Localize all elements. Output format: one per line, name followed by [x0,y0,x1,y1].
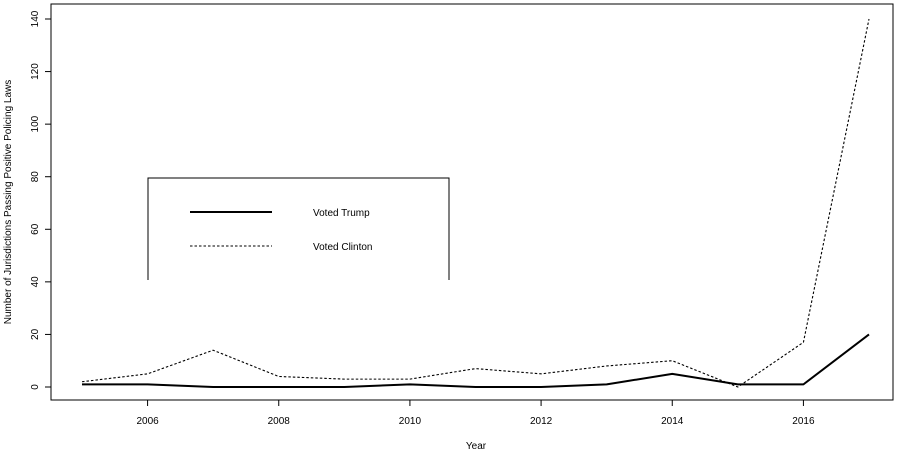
series-line-voted-trump [82,333,870,388]
y-axis: 0 20 40 60 80 100 120 140 [30,10,51,390]
series-layer [81,18,870,388]
x-tick-label: 2010 [399,416,422,427]
legend-label-voted-clinton: Voted Clinton [313,242,373,253]
y-tick-label: 100 [30,115,41,132]
x-tick-label: 2014 [661,416,684,427]
plot-frame [50,3,894,401]
y-tick-label: 120 [30,63,41,80]
y-tick-label: 140 [30,10,41,27]
legend-box [147,177,450,280]
x-axis-title: Year [466,441,487,452]
legend: Voted Trump Voted Clinton [147,177,450,280]
x-tick-label: 2006 [136,416,159,427]
y-tick-label: 40 [30,276,41,288]
series-line-voted-clinton [81,18,870,388]
y-tick-label: 0 [30,384,41,390]
legend-label-voted-trump: Voted Trump [313,208,370,219]
x-tick-label: 2012 [530,416,553,427]
x-axis: 2006 2008 2010 2012 2014 2016 [136,400,815,427]
y-tick-label: 80 [30,171,41,183]
y-tick-label: 20 [30,328,41,340]
x-tick-label: 2008 [268,416,291,427]
x-tick-label: 2016 [792,416,815,427]
y-axis-title: Number of Jurisdictions Passing Positive… [3,80,14,325]
y-tick-label: 60 [30,223,41,235]
